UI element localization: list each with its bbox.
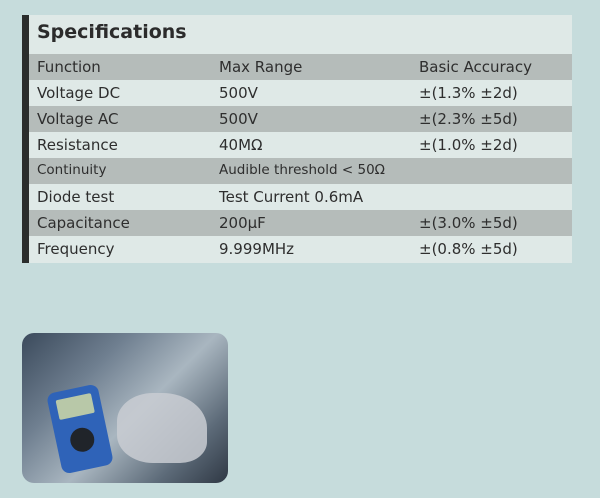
- table-row: Voltage AC 500V ±(2.3% ±5d): [29, 106, 572, 132]
- multimeter: [46, 383, 114, 475]
- cell-range: 200µF: [219, 214, 266, 232]
- table-row: Resistance 40MΩ ±(1.0% ±2d): [29, 132, 572, 158]
- cell-function: Resistance: [37, 136, 118, 154]
- cell-function: Diode test: [37, 188, 115, 206]
- cell-range: Test Current 0.6mA: [219, 188, 364, 206]
- table-header: Function Max Range Basic Accuracy: [29, 54, 572, 80]
- cell-function: Frequency: [37, 240, 115, 258]
- header-function: Function: [37, 58, 101, 76]
- cell-range: 40MΩ: [219, 136, 263, 154]
- gloved-hand: [117, 393, 207, 463]
- table-row: Frequency 9.999MHz ±(0.8% ±5d): [29, 236, 572, 262]
- cell-accuracy: ±(0.8% ±5d): [419, 240, 518, 258]
- header-basic-accuracy: Basic Accuracy: [419, 58, 532, 76]
- table-row: Capacitance 200µF ±(3.0% ±5d): [29, 210, 572, 236]
- multimeter-photo: [22, 333, 228, 483]
- cell-accuracy: ±(3.0% ±5d): [419, 214, 518, 232]
- cell-accuracy: ±(1.0% ±2d): [419, 136, 518, 154]
- cell-accuracy: ±(1.3% ±2d): [419, 84, 518, 102]
- cell-accuracy: ±(2.3% ±5d): [419, 110, 518, 128]
- cell-function: Capacitance: [37, 214, 130, 232]
- table-row: Diode test Test Current 0.6mA: [29, 184, 572, 210]
- cell-range: 9.999MHz: [219, 240, 295, 258]
- cell-range: 500V: [219, 84, 258, 102]
- meter-display: [55, 392, 95, 421]
- meter-dial: [68, 425, 97, 454]
- section-title: Specifications: [37, 21, 187, 43]
- specifications-table: Function Max Range Basic Accuracy Voltag…: [29, 54, 572, 262]
- cell-function: Voltage DC: [37, 84, 121, 102]
- cell-function: Continuity: [37, 162, 107, 178]
- header-max-range: Max Range: [219, 58, 303, 76]
- table-row: Voltage DC 500V ±(1.3% ±2d): [29, 80, 572, 106]
- table-row: Continuity Audible threshold < 50Ω: [29, 158, 572, 184]
- specifications-panel: Specifications Function Max Range Basic …: [22, 15, 572, 263]
- cell-range: Audible threshold < 50Ω: [219, 162, 385, 178]
- cell-function: Voltage AC: [37, 110, 119, 128]
- cell-range: 500V: [219, 110, 258, 128]
